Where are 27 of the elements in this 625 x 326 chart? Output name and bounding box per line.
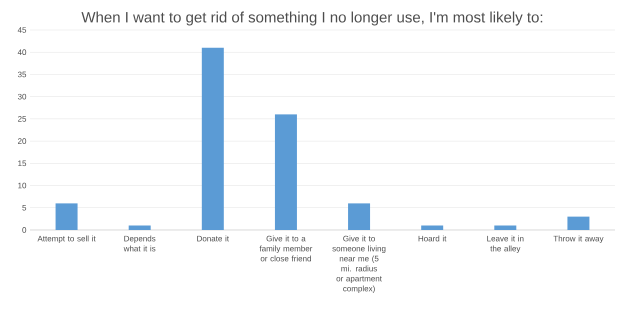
- x-tick-label: Attempt to sell it: [37, 236, 96, 243]
- bar: [567, 216, 590, 230]
- x-tick-label: Give it to someone living near me (5 mi. radius or apartment complex): [332, 236, 386, 293]
- x-tick-label: Give it to a family member or close friend: [260, 236, 312, 262]
- y-tick-label: 30: [18, 94, 26, 100]
- x-tick-label: Hoard it: [418, 236, 446, 242]
- bar: [274, 114, 297, 230]
- x-tick-label: Donate it: [197, 236, 229, 242]
- bar: [421, 226, 444, 230]
- x-tick-label: Throw it away: [553, 236, 604, 243]
- y-tick-label: 40: [18, 49, 26, 56]
- chart-title: When I want to get rid of something I no longer use, I'm most likely to:: [81, 12, 542, 26]
- y-tick-label: 45: [18, 27, 26, 33]
- y-tick-label: 5: [22, 204, 26, 211]
- bar: [202, 48, 224, 230]
- y-tick-label: 10: [18, 182, 26, 188]
- y-tick-label: 20: [18, 138, 26, 144]
- x-tick-label: Depends what it is: [124, 236, 156, 252]
- y-tick-label: 35: [18, 72, 26, 78]
- bar: [494, 226, 516, 230]
- y-tick-label: 15: [18, 160, 26, 166]
- bar: [56, 203, 78, 230]
- y-tick-label: 0: [22, 227, 26, 233]
- bar: [128, 226, 151, 230]
- x-tick-label: Leave it in the alley: [487, 236, 524, 253]
- y-tick-label: 25: [18, 116, 26, 122]
- bar: [348, 203, 370, 230]
